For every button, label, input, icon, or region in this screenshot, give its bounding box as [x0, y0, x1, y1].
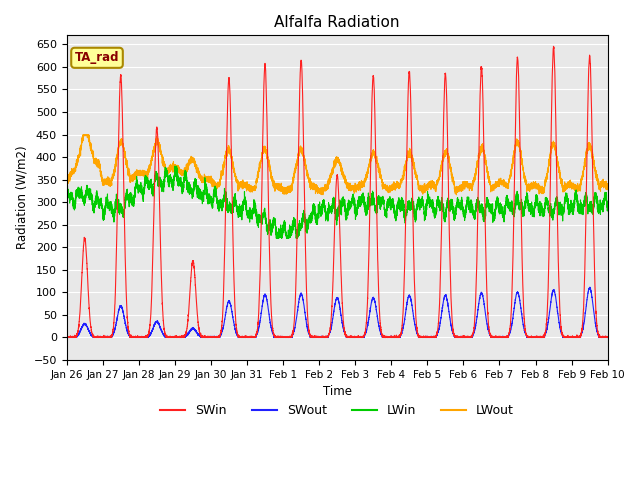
SWout — [575, 335, 582, 340]
LWout — [246, 184, 254, 190]
LWout — [604, 183, 612, 189]
SWin — [246, 335, 254, 340]
SWin — [63, 334, 70, 340]
LWout — [63, 182, 70, 188]
SWout — [581, 313, 589, 319]
SWin — [458, 335, 466, 340]
Line: SWout: SWout — [67, 287, 608, 337]
Line: SWin: SWin — [67, 47, 608, 337]
LWout — [474, 160, 481, 166]
LWout — [319, 185, 326, 191]
SWout — [458, 335, 466, 340]
SWin — [319, 335, 326, 340]
SWin — [474, 230, 481, 236]
LWin — [319, 204, 326, 210]
LWin — [474, 201, 481, 206]
SWin — [575, 335, 582, 340]
LWin — [63, 192, 70, 198]
SWout — [586, 284, 593, 290]
SWout — [319, 335, 326, 340]
SWin — [550, 44, 557, 49]
LWout — [458, 185, 466, 191]
LWin — [575, 204, 582, 209]
SWout — [246, 335, 254, 340]
Title: Alfalfa Radiation: Alfalfa Radiation — [275, 15, 400, 30]
SWout — [474, 311, 481, 316]
LWin — [246, 212, 254, 217]
LWin — [581, 194, 589, 200]
SWout — [604, 335, 612, 340]
Text: TA_rad: TA_rad — [75, 51, 119, 64]
SWin — [604, 335, 612, 340]
SWin — [581, 254, 589, 260]
SWin — [63, 335, 70, 340]
LWout — [581, 156, 589, 162]
SWout — [63, 335, 71, 340]
X-axis label: Time: Time — [323, 385, 351, 398]
LWin — [273, 235, 280, 241]
Legend: SWin, SWout, LWin, LWout: SWin, SWout, LWin, LWout — [156, 399, 519, 422]
LWin — [458, 203, 466, 208]
LWout — [80, 132, 88, 137]
Line: LWout: LWout — [67, 134, 608, 195]
LWout — [575, 185, 582, 191]
SWout — [63, 335, 70, 340]
LWin — [604, 203, 612, 209]
Line: LWin: LWin — [67, 166, 608, 238]
Y-axis label: Radiation (W/m2): Radiation (W/m2) — [15, 146, 28, 250]
LWout — [452, 192, 460, 198]
LWin — [171, 163, 179, 169]
